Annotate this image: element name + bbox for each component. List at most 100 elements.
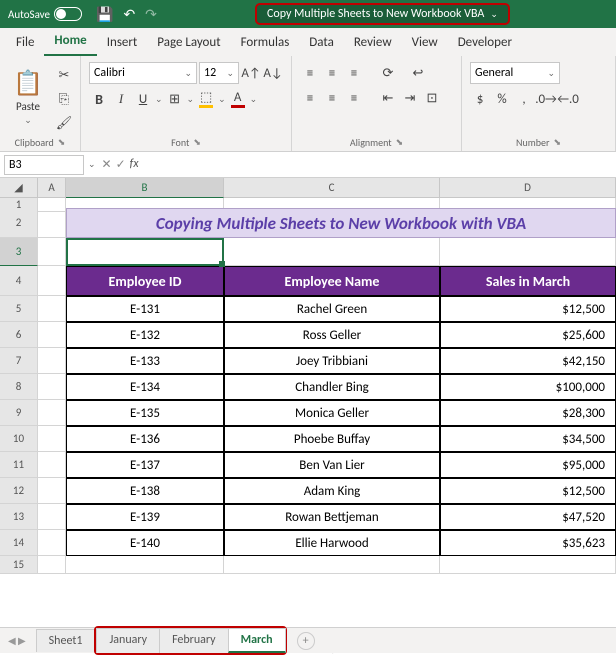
italic-button[interactable]: I <box>111 88 131 110</box>
cell-employee-id[interactable]: E-131 <box>66 296 224 322</box>
borders-button[interactable]: ⊞ <box>165 88 185 110</box>
header-sales[interactable]: Sales in March <box>440 266 616 296</box>
cell-employee-id[interactable]: E-136 <box>66 426 224 452</box>
sheet-nav-arrows-icon[interactable]: ◀ ▶ <box>8 634 36 647</box>
cell-employee-name[interactable]: Monica Geller <box>224 400 440 426</box>
sheet-tab-february[interactable]: February <box>159 628 229 653</box>
decrease-indent-icon[interactable]: ⇤ <box>378 87 398 109</box>
tab-developer[interactable]: Developer <box>448 31 522 56</box>
fill-color-button[interactable]: ⬚ <box>196 88 216 110</box>
sheet-tab-january[interactable]: January <box>96 628 160 653</box>
col-header-a[interactable]: A <box>38 178 66 198</box>
increase-font-icon[interactable]: A↑ <box>241 62 261 84</box>
col-header-c[interactable]: C <box>224 178 440 198</box>
cell-employee-id[interactable]: E-139 <box>66 504 224 530</box>
row-header[interactable]: 6 <box>0 322 38 348</box>
name-box[interactable]: B3 <box>4 155 84 175</box>
workbook-title-pill[interactable]: Copy Multiple Sheets to New Workbook VBA… <box>255 3 510 25</box>
row-header[interactable]: 2 <box>0 208 38 238</box>
cell-employee-name[interactable]: Rachel Green <box>224 296 440 322</box>
sheet-tab-march[interactable]: March <box>228 628 286 653</box>
cancel-icon[interactable]: ✕ <box>102 157 112 172</box>
font-size-dropdown[interactable]: 12⌄ <box>199 62 239 84</box>
cell-sales[interactable]: $47,520 <box>440 504 616 530</box>
cell-sales[interactable]: $25,600 <box>440 322 616 348</box>
cell-sales[interactable]: $100,000 <box>440 374 616 400</box>
row-header[interactable]: 10 <box>0 426 38 452</box>
cell-sales[interactable]: $28,300 <box>440 400 616 426</box>
tab-file[interactable]: File <box>6 31 44 56</box>
cell-employee-name[interactable]: Rowan Bettjeman <box>224 504 440 530</box>
banner-title[interactable]: Copying Multiple Sheets to New Workbook … <box>66 208 616 238</box>
row-header[interactable]: 12 <box>0 478 38 504</box>
tab-view[interactable]: View <box>402 31 448 56</box>
row-header[interactable]: 13 <box>0 504 38 530</box>
row-header[interactable]: 15 <box>0 556 38 574</box>
cell-employee-name[interactable]: Ben Van Lier <box>224 452 440 478</box>
chevron-down-icon[interactable]: ⌄ <box>155 94 163 105</box>
orientation-icon[interactable]: ⟳ <box>378 62 398 84</box>
select-all-corner[interactable]: ◢ <box>0 178 38 198</box>
cell-employee-name[interactable]: Joey Tribbiani <box>224 348 440 374</box>
row-header[interactable]: 4 <box>0 266 38 296</box>
cut-icon[interactable]: ✂ <box>54 64 74 86</box>
row-header[interactable]: 11 <box>0 452 38 478</box>
align-middle-icon[interactable]: ≡ <box>322 62 342 84</box>
toggle-icon[interactable] <box>54 7 82 21</box>
col-header-b[interactable]: B <box>66 178 224 198</box>
name-box-chevron-icon[interactable]: ⌄ <box>88 159 96 170</box>
tab-review[interactable]: Review <box>344 31 402 56</box>
cell-sales[interactable]: $34,500 <box>440 426 616 452</box>
chevron-down-icon[interactable]: ⌄ <box>250 94 258 105</box>
increase-indent-icon[interactable]: ⇥ <box>400 87 420 109</box>
row-header[interactable]: 7 <box>0 348 38 374</box>
row-header[interactable]: 9 <box>0 400 38 426</box>
underline-button[interactable]: U <box>133 88 153 110</box>
cell-employee-name[interactable]: Ellie Harwood <box>224 530 440 556</box>
tab-page-layout[interactable]: Page Layout <box>147 31 230 56</box>
cell-employee-name[interactable]: Chandler Bing <box>224 374 440 400</box>
format-painter-icon[interactable]: 🖌 <box>54 112 74 134</box>
wrap-text-icon[interactable]: ↩ <box>408 62 428 84</box>
tab-formulas[interactable]: Formulas <box>231 31 300 56</box>
redo-icon[interactable]: ↷ <box>145 6 157 23</box>
chevron-down-icon[interactable]: ⌄ <box>187 94 195 105</box>
chevron-down-icon[interactable]: ⌄ <box>218 94 226 105</box>
dialog-launcher-icon[interactable]: ⬊ <box>193 137 201 148</box>
sheet-tab-sheet1[interactable]: Sheet1 <box>36 629 96 652</box>
active-cell[interactable] <box>66 238 224 266</box>
row-header[interactable]: 5 <box>0 296 38 322</box>
new-sheet-button[interactable]: + <box>297 632 315 650</box>
font-name-dropdown[interactable]: Calibri⌄ <box>89 62 197 84</box>
cell-sales[interactable]: $35,623 <box>440 530 616 556</box>
align-right-icon[interactable]: ≡ <box>344 87 364 109</box>
cell-sales[interactable]: $42,150 <box>440 348 616 374</box>
tab-home[interactable]: Home <box>44 29 96 56</box>
cell-employee-id[interactable]: E-133 <box>66 348 224 374</box>
save-icon[interactable]: 💾 <box>96 6 113 23</box>
tab-insert[interactable]: Insert <box>97 31 148 56</box>
cell-sales[interactable]: $12,500 <box>440 478 616 504</box>
autosave-toggle[interactable]: AutoSave <box>8 7 86 21</box>
decrease-decimal-icon[interactable]: ←.0 <box>558 88 578 110</box>
header-employee-name[interactable]: Employee Name <box>224 266 440 296</box>
cell-employee-id[interactable]: E-137 <box>66 452 224 478</box>
copy-icon[interactable]: ⎘ <box>54 88 74 110</box>
cell-employee-id[interactable]: E-132 <box>66 322 224 348</box>
fx-icon[interactable]: fx <box>130 157 139 172</box>
tab-data[interactable]: Data <box>299 31 344 56</box>
cell-sales[interactable]: $12,500 <box>440 296 616 322</box>
cell-sales[interactable]: $95,000 <box>440 452 616 478</box>
cell-employee-name[interactable]: Phoebe Buffay <box>224 426 440 452</box>
align-left-icon[interactable]: ≡ <box>300 87 320 109</box>
comma-format-icon[interactable]: , <box>514 88 534 110</box>
align-center-icon[interactable]: ≡ <box>322 87 342 109</box>
font-color-button[interactable]: A <box>228 88 248 110</box>
bold-button[interactable]: B <box>89 88 109 110</box>
enter-icon[interactable]: ✓ <box>116 157 126 172</box>
row-header[interactable]: 14 <box>0 530 38 556</box>
decrease-font-icon[interactable]: A↓ <box>263 62 283 84</box>
cell-employee-id[interactable]: E-138 <box>66 478 224 504</box>
cell-employee-id[interactable]: E-134 <box>66 374 224 400</box>
cell-employee-name[interactable]: Adam King <box>224 478 440 504</box>
